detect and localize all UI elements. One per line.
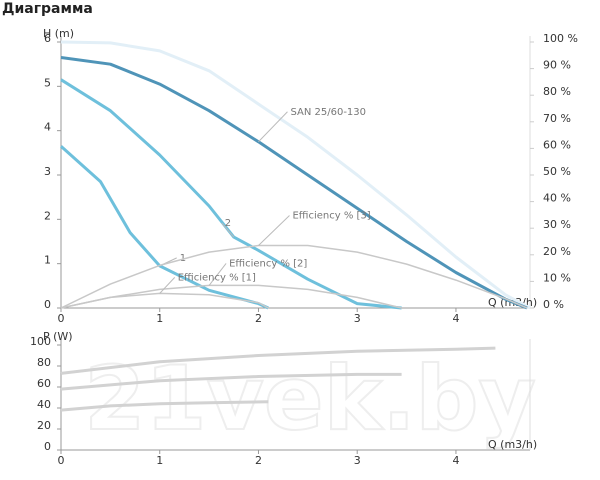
x-axis-label: Q (m3/h): [488, 438, 537, 451]
y-tick-label: 100: [30, 335, 51, 348]
x-tick-label: 1: [156, 454, 163, 467]
series-label: SAN 25/60-130: [290, 107, 366, 118]
label-leader: [208, 263, 227, 286]
y-tick-label: 60: [37, 377, 51, 390]
y2-tick-label: 40 %: [543, 192, 571, 205]
series-line: [59, 145, 269, 310]
y2-tick-label: 100 %: [543, 32, 578, 45]
y2-tick-label: 80 %: [543, 85, 571, 98]
y-tick-label: 6: [44, 32, 51, 45]
x-tick-label: 4: [452, 454, 459, 467]
y-tick-label: 80: [37, 356, 51, 369]
y-tick-label: 0: [44, 440, 51, 453]
series-label: Efficiency % [1]: [178, 272, 256, 283]
series-line: [60, 346, 496, 375]
y-tick-label: 3: [44, 165, 51, 178]
x-tick-label: 0: [58, 312, 65, 325]
x-tick-label: 0: [58, 454, 65, 467]
y-tick-label: 4: [44, 121, 51, 134]
y2-tick-label: 0 %: [543, 298, 564, 311]
y2-tick-label: 30 %: [543, 218, 571, 231]
x-tick-label: 3: [354, 454, 361, 467]
y2-tick-label: 20 %: [543, 245, 571, 258]
y-tick-label: 0: [44, 298, 51, 311]
series-line: [60, 372, 402, 391]
x-tick-label: 2: [255, 312, 262, 325]
series-label: Efficiency % [2]: [229, 258, 307, 269]
y2-tick-label: 90 %: [543, 59, 571, 72]
x-tick-label: 3: [354, 312, 361, 325]
y-tick-label: 20: [37, 419, 51, 432]
series-line: [60, 56, 528, 310]
series-line: [60, 292, 269, 309]
x-tick-label: 1: [156, 312, 163, 325]
y-tick-label: 1: [44, 254, 51, 267]
y2-tick-label: 50 %: [543, 165, 571, 178]
label-leader: [159, 277, 176, 294]
y-tick-label: 2: [44, 209, 51, 222]
y2-tick-label: 70 %: [543, 112, 571, 125]
x-tick-label: 2: [255, 454, 262, 467]
y-tick-label: 40: [37, 398, 51, 411]
series-line: [60, 40, 531, 310]
series-line: [60, 244, 528, 309]
x-tick-label: 4: [452, 312, 459, 325]
series-label: 2: [225, 218, 231, 229]
y-tick-label: 5: [44, 76, 51, 89]
y2-tick-label: 10 %: [543, 271, 571, 284]
series-label: Efficiency % [3]: [292, 210, 370, 221]
y-axis-label: H (m): [43, 27, 74, 40]
y-axis-label: P (W): [43, 330, 73, 343]
series-line: [60, 400, 269, 412]
label-leader: [258, 215, 290, 246]
page-title: Диаграмма: [2, 1, 93, 17]
y2-tick-label: 60 %: [543, 138, 571, 151]
label-leader: [221, 222, 235, 238]
label-leader: [258, 111, 288, 143]
